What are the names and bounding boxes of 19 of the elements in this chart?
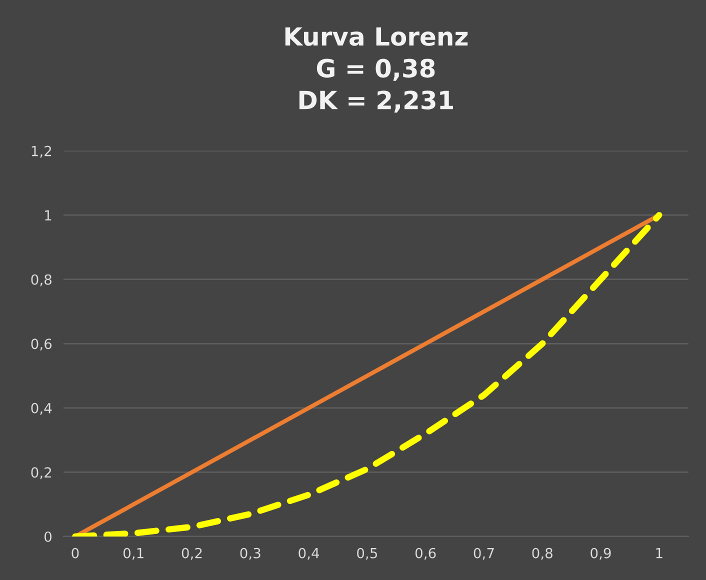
y-tick-label: 1,2 [32, 146, 52, 158]
y-tick-label: 0,2 [31, 467, 52, 480]
x-tick-label: 0,1 [123, 548, 144, 560]
y-tick-label: 0,4 [31, 402, 52, 415]
y-tick-label: 1 [45, 210, 52, 220]
y-tick-label: 0,6 [31, 338, 52, 351]
x-tick-label: 0,9 [590, 548, 611, 560]
x-tick-label: 0 [72, 548, 79, 558]
x-tick-label: 1 [656, 548, 662, 558]
x-tick-label: 0,7 [474, 548, 494, 560]
x-tick-label: 0,5 [357, 548, 378, 560]
x-tick-label: 0,4 [298, 548, 320, 560]
y-tick-label: 0,8 [31, 274, 52, 286]
x-tick-label: 0,6 [415, 548, 436, 560]
x-tick-label: 0,8 [532, 548, 552, 560]
x-tick-label: 0,2 [182, 548, 202, 560]
y-tick-label: 0 [44, 531, 52, 542]
chart-title: Kurva Lorenz G = 0,38 DK = 2,231 [285, 27, 468, 113]
x-tick-label: 0,3 [240, 548, 260, 560]
